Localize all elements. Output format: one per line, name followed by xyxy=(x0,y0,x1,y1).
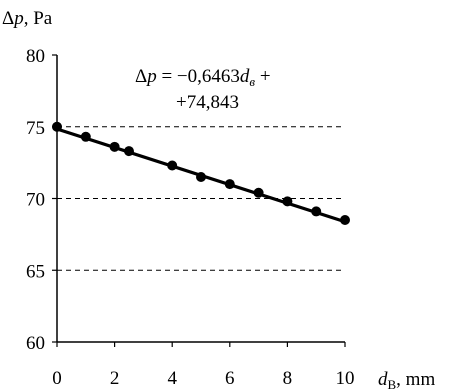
data-point-1 xyxy=(80,131,91,142)
x-tick-label-8: 8 xyxy=(283,368,293,389)
data-points xyxy=(52,121,350,226)
y-axis-label: Δp, Pa xyxy=(2,8,53,29)
x-tick-label-2: 2 xyxy=(110,368,120,389)
x-tick-label-4: 4 xyxy=(167,368,177,389)
x-axis-label: dВ, mm xyxy=(378,369,435,390)
data-point-2 xyxy=(109,141,120,152)
y-tick-label-60: 60 xyxy=(26,333,45,354)
data-point-5 xyxy=(196,171,206,182)
x-tick-label-6: 6 xyxy=(225,368,235,389)
gridlines xyxy=(57,126,345,271)
y-tick-label-75: 75 xyxy=(26,118,45,139)
data-point-0 xyxy=(52,121,62,132)
x-tick-label-10: 10 xyxy=(336,368,355,389)
axes xyxy=(52,54,346,347)
equation-line-1: Δp = −0,6463dв + xyxy=(135,66,271,89)
equation-line-2: +74,843 xyxy=(176,92,239,113)
y-tick-label-65: 65 xyxy=(26,261,45,282)
data-point-10 xyxy=(340,215,350,226)
regression-equation: Δp = −0,6463dв + +74,843 xyxy=(135,66,271,113)
x-tick-labels: 0 2 4 6 8 10 xyxy=(52,368,354,389)
data-point-7 xyxy=(253,187,264,198)
x-tick-label-0: 0 xyxy=(52,368,62,389)
data-point-4 xyxy=(167,160,178,171)
data-point-9 xyxy=(311,206,322,217)
data-point-6 xyxy=(224,179,235,190)
y-tick-labels: 60 65 70 75 80 xyxy=(26,46,45,354)
y-tick-label-80: 80 xyxy=(26,46,45,67)
data-point-3 xyxy=(124,146,134,157)
y-tick-label-70: 70 xyxy=(26,190,45,211)
data-point-8 xyxy=(282,196,293,207)
